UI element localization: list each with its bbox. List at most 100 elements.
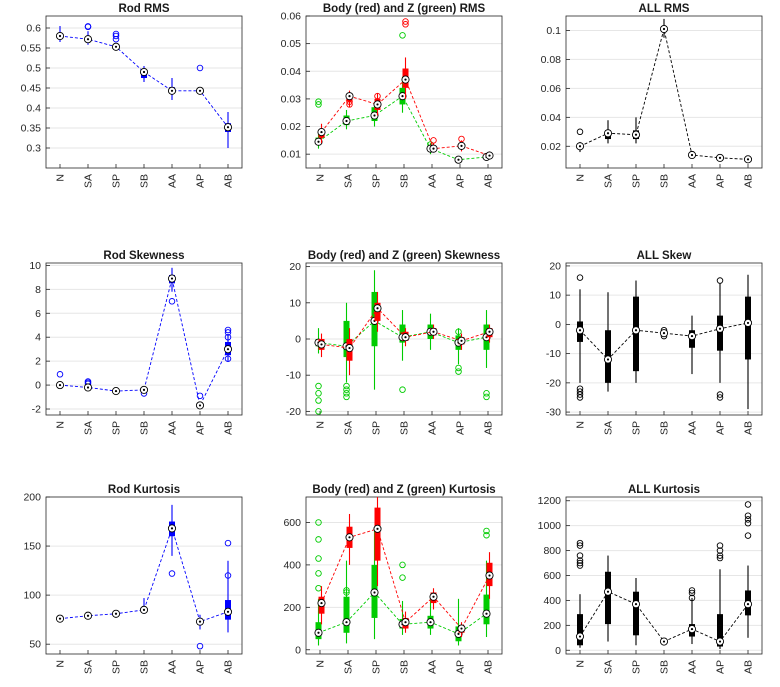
outlier-point — [315, 519, 322, 526]
outlier-point — [716, 554, 724, 562]
outlier-point — [458, 135, 465, 143]
series-all — [575, 501, 753, 650]
chart-title: Body (red) and Z (green) RMS — [323, 3, 486, 15]
outlier-point — [688, 589, 696, 597]
box — [483, 594, 490, 625]
x-tick-label: AA — [167, 421, 179, 435]
outlier-point — [455, 368, 462, 375]
y-tick-label: 0 — [295, 334, 301, 346]
y-tick-label: -10 — [546, 348, 561, 360]
x-tick-label: AB — [743, 660, 755, 674]
x-tick-label: AB — [743, 421, 755, 435]
median-dot — [114, 45, 118, 48]
x-tick-label: SP — [111, 174, 123, 188]
outlier-point — [455, 364, 462, 372]
median-dot — [114, 612, 118, 615]
outlier-point — [343, 589, 350, 596]
outlier-point — [315, 408, 322, 415]
y-tick-label: 400 — [543, 595, 561, 607]
box — [343, 596, 350, 633]
outlier-point — [455, 328, 462, 336]
y-tick-label: 0.4 — [26, 103, 41, 115]
series-body — [317, 497, 494, 638]
median-dot — [578, 329, 582, 332]
outlier-point — [112, 35, 120, 43]
box — [745, 296, 751, 360]
y-tick-label: 200 — [543, 620, 561, 632]
x-tick-label: SB — [139, 421, 151, 435]
y-tick-label: 0.08 — [541, 54, 562, 66]
x-tick-label: SP — [631, 421, 643, 435]
median-dot — [86, 386, 90, 389]
median-dot — [404, 621, 407, 624]
x-tick-label: N — [315, 174, 327, 182]
outlier-point — [343, 390, 350, 397]
median-dot — [718, 640, 722, 643]
x-tick-label: SA — [83, 421, 95, 435]
median-dot — [457, 158, 460, 161]
median-dot — [58, 34, 62, 38]
y-tick-label: 600 — [283, 517, 301, 529]
median-dot — [404, 336, 407, 339]
x-tick-label: N — [55, 421, 67, 429]
y-tick-label: 20 — [549, 260, 561, 272]
outlier-point — [399, 32, 406, 39]
x-tick-label: N — [55, 660, 67, 668]
median-dot — [345, 621, 348, 624]
median-dot — [114, 389, 118, 393]
series-rod — [55, 504, 233, 650]
outlier-point — [196, 642, 204, 650]
y-tick-label: 200 — [23, 492, 41, 504]
x-tick-label: AA — [427, 174, 439, 188]
outlier-point — [576, 274, 584, 281]
outlier-point — [224, 333, 232, 341]
outlier-point — [576, 562, 584, 569]
x-tick-label: AP — [455, 660, 467, 674]
outlier-point — [315, 382, 322, 390]
x-tick-label: SA — [343, 660, 355, 674]
y-tick-label: -20 — [286, 406, 301, 418]
outlier-point — [576, 552, 584, 559]
outlier-point — [688, 587, 696, 594]
x-tick-label: AA — [427, 660, 439, 674]
x-tick-label: SP — [371, 421, 383, 435]
outlier-point — [168, 298, 176, 305]
median-dot — [345, 119, 348, 123]
y-tick-label: 2 — [35, 356, 41, 368]
box — [577, 614, 583, 646]
median-dot — [662, 332, 666, 335]
median-dot — [485, 612, 488, 615]
outlier-point — [224, 326, 232, 334]
x-tick-label: AA — [687, 421, 699, 435]
median-dot — [348, 95, 351, 98]
outlier-point — [315, 584, 322, 592]
outlier-point — [343, 382, 350, 390]
x-tick-label: SB — [399, 660, 411, 674]
median-dot — [606, 132, 610, 135]
outlier-point — [84, 23, 92, 30]
x-tick-label: AB — [223, 174, 235, 188]
x-tick-label: AA — [427, 421, 439, 435]
outlier-point — [716, 394, 724, 401]
outlier-point — [315, 98, 322, 105]
plot-frame — [45, 496, 243, 655]
outlier-point — [346, 101, 353, 108]
x-tick-label: AP — [455, 421, 467, 435]
median-dot — [690, 153, 694, 157]
outlier-point — [744, 519, 752, 527]
outlier-point — [576, 394, 584, 401]
chart-rod-rms: Rod RMS 0.3 0.35 0.4 0.45 0.5 0.55 0.6 N SA SP SB AA… — [21, 3, 243, 188]
outlier-point — [374, 92, 381, 100]
median-dot — [320, 130, 323, 134]
outlier-point — [744, 512, 752, 519]
median-dot — [198, 404, 202, 407]
median-dot — [634, 329, 638, 332]
median-dot — [58, 383, 62, 387]
outlier-point — [224, 572, 232, 579]
median-dot — [373, 591, 376, 594]
median-dot — [634, 133, 638, 136]
median-dot — [606, 358, 610, 361]
y-tick-label: 8 — [35, 284, 41, 296]
chart-all-skew: ALL Skew -30 -20 -10 0 10 20 N SA SP SB AA AP AB — [546, 250, 763, 435]
y-tick-label: 50 — [29, 639, 41, 651]
